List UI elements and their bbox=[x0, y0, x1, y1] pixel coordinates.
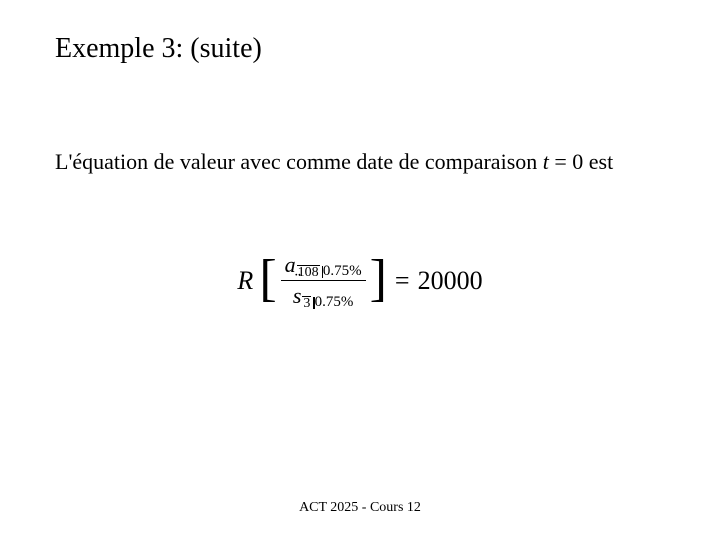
slide-title: Exemple 3: (suite) bbox=[55, 32, 262, 66]
eq-den-rate: 0.75% bbox=[315, 294, 354, 311]
eq-denominator: s 3 0.75% bbox=[289, 281, 358, 311]
eq-numerator: a 108 0.75% bbox=[281, 250, 366, 281]
eq-left-bracket: [ bbox=[259, 253, 276, 305]
eq-den-n: 3 bbox=[302, 296, 311, 311]
equation-row: R [ a 108 0.75% s 3 0.75% bbox=[237, 250, 482, 311]
eq-equals: = bbox=[395, 266, 410, 296]
body-text-prefix: L'équation de valeur avec comme date de … bbox=[55, 149, 543, 174]
body-paragraph: L'équation de valeur avec comme date de … bbox=[55, 148, 655, 176]
slide: Exemple 3: (suite) L'équation de valeur … bbox=[0, 0, 720, 540]
eq-fraction: a 108 0.75% s 3 0.75% bbox=[281, 250, 366, 311]
slide-footer: ACT 2025 - Cours 12 bbox=[0, 500, 720, 516]
eq-num-rate: 0.75% bbox=[323, 263, 362, 280]
eq-den-angle: 3 bbox=[301, 294, 314, 309]
equation: R [ a 108 0.75% s 3 0.75% bbox=[0, 250, 720, 311]
eq-coefficient: R bbox=[237, 266, 253, 296]
eq-den-symbol: s bbox=[293, 283, 302, 309]
eq-rhs: 20000 bbox=[418, 266, 483, 296]
eq-right-bracket: ] bbox=[370, 253, 387, 305]
body-text-suffix: = 0 est bbox=[549, 149, 613, 174]
eq-den-n-value: 3 bbox=[302, 296, 311, 311]
